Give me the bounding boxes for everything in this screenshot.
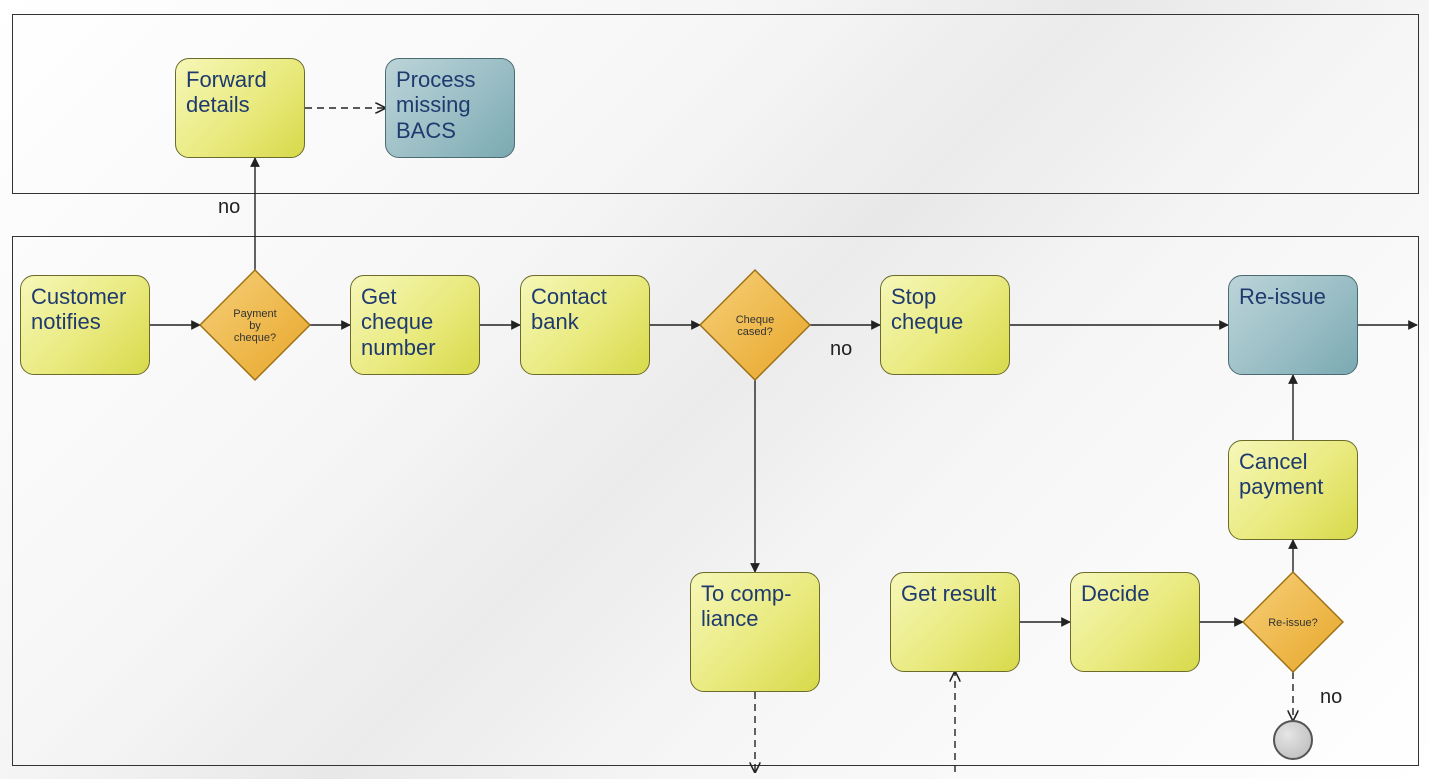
edge-label-e-gw2-no-right: no: [830, 338, 852, 361]
task-label: Get cheque number: [361, 284, 469, 360]
task-cancel-payment: Cancel payment: [1228, 440, 1358, 540]
task-label: Stop cheque: [891, 284, 999, 335]
task-label: Re-issue: [1239, 284, 1326, 309]
task-label: Customer notifies: [31, 284, 139, 335]
task-label: Process missing BACS: [396, 67, 504, 143]
task-contact-bank: Contact bank: [520, 275, 650, 375]
edge-label-e-gw-no-up: no: [218, 196, 240, 219]
end-event: [1273, 720, 1313, 760]
task-label: Contact bank: [531, 284, 639, 335]
task-label: Decide: [1081, 581, 1149, 606]
task-get-cheque: Get cheque number: [350, 275, 480, 375]
task-label: Get result: [901, 581, 996, 606]
task-forward-details: Forward details: [175, 58, 305, 158]
task-stop-cheque: Stop cheque: [880, 275, 1010, 375]
edge-label-e-gw3-no-down: no: [1320, 686, 1342, 709]
task-label: To comp-liance: [701, 581, 809, 632]
flowchart-canvas: Paymentbycheque?Chequecased?Re-issue?non…: [0, 0, 1429, 779]
task-process-bacs: Process missing BACS: [385, 58, 515, 158]
task-to-compliance: To comp-liance: [690, 572, 820, 692]
task-customer-notifies: Customer notifies: [20, 275, 150, 375]
task-decide: Decide: [1070, 572, 1200, 672]
task-label: Cancel payment: [1239, 449, 1347, 500]
task-reissue: Re-issue: [1228, 275, 1358, 375]
task-get-result: Get result: [890, 572, 1020, 672]
task-label: Forward details: [186, 67, 294, 118]
